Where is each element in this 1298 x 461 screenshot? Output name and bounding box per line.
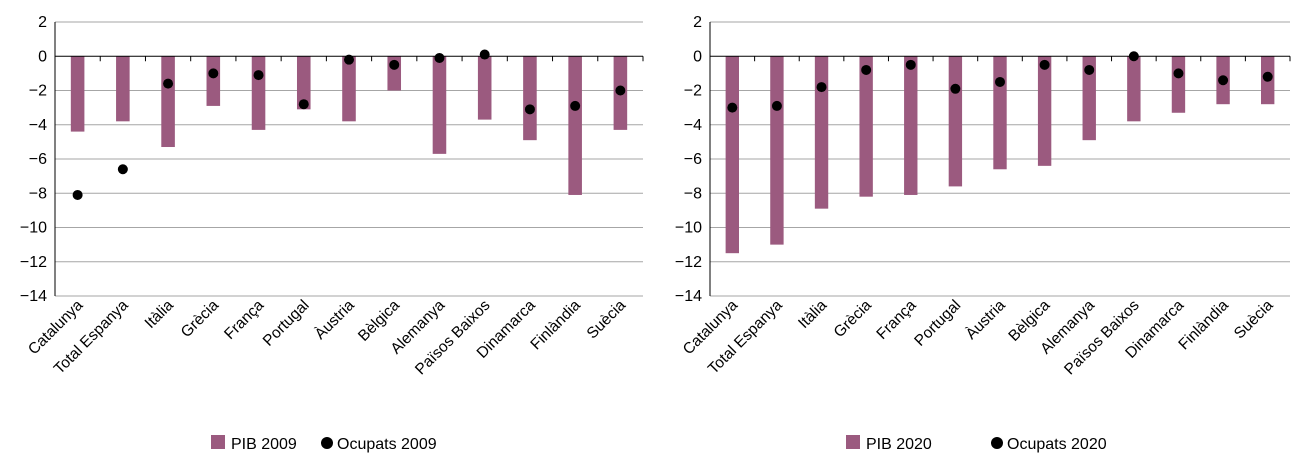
bar (432, 56, 447, 154)
dot (344, 54, 354, 65)
category-label: Portugal (260, 297, 313, 350)
bar (948, 56, 963, 187)
bar (116, 56, 130, 122)
bar (251, 56, 266, 130)
legend-swatch-bar (846, 435, 860, 449)
bar (814, 56, 829, 209)
legend-swatch-dot (991, 437, 1003, 449)
category-label: Portugal (911, 297, 964, 350)
y-tick-label: 0 (38, 48, 47, 65)
dot (1262, 71, 1273, 82)
category-label: Finlàndia (1175, 297, 1232, 354)
category-label: Suècia (1231, 297, 1277, 343)
legend-swatch-bar (211, 435, 225, 449)
category-label: Àustria (963, 297, 1009, 343)
y-tick-label: −4 (29, 117, 47, 134)
bar (1127, 56, 1141, 122)
y-tick-label: −8 (684, 185, 702, 202)
dot (1218, 75, 1229, 86)
y-tick-label: −12 (675, 254, 702, 271)
category-label: Àustria (312, 297, 358, 343)
category-label: Grècia (831, 297, 876, 342)
bar (904, 56, 918, 195)
dot (771, 100, 782, 111)
y-tick-label: −2 (684, 83, 702, 100)
y-tick-label: −6 (29, 151, 47, 168)
y-tick-label: 0 (693, 48, 702, 65)
dot (950, 83, 961, 94)
dot (995, 76, 1005, 87)
bar (161, 56, 175, 148)
category-label: Finlàndia (527, 297, 584, 354)
dot (163, 78, 174, 89)
dot (524, 104, 535, 115)
dot (816, 82, 827, 93)
dot (1173, 68, 1184, 79)
category-label: Suècia (584, 297, 630, 343)
dot (615, 85, 626, 96)
dot (72, 189, 83, 200)
dot (479, 49, 490, 60)
y-tick-label: −10 (675, 220, 702, 237)
y-tick-label: −2 (29, 83, 47, 100)
y-tick-label: −8 (29, 185, 47, 202)
bar (1037, 56, 1052, 166)
bar (342, 56, 356, 122)
legend-label-dot: Ocupats 2009 (337, 436, 437, 453)
legend-label-bar: PIB 2009 (231, 436, 297, 453)
dot (389, 59, 400, 70)
dot (434, 52, 445, 63)
y-tick-label: −14 (20, 288, 47, 305)
legend-label-dot: Ocupats 2020 (1007, 436, 1107, 453)
dot (905, 59, 916, 70)
dot (1128, 51, 1139, 62)
y-tick-label: −10 (20, 220, 47, 237)
dot (208, 68, 219, 79)
dot (117, 164, 128, 175)
dot (298, 99, 309, 110)
bar (993, 56, 1007, 170)
bar (770, 56, 784, 245)
dot (861, 64, 872, 75)
y-tick-label: −4 (684, 117, 702, 134)
y-tick-label: −14 (675, 288, 702, 305)
bar (70, 56, 85, 132)
y-tick-label: −6 (684, 151, 702, 168)
bar (1082, 56, 1096, 141)
category-label: Itàlia (795, 297, 830, 332)
y-tick-label: 2 (693, 14, 702, 31)
dot (1039, 59, 1050, 70)
y-tick-label: −12 (20, 254, 47, 271)
bar (477, 56, 492, 120)
category-label: Grècia (178, 297, 223, 342)
bar (206, 56, 221, 106)
bar (568, 56, 582, 195)
dot (727, 102, 738, 113)
dot (253, 70, 264, 81)
bar (1171, 56, 1186, 113)
y-tick-label: 2 (38, 14, 47, 31)
bar (859, 56, 873, 197)
dot (1084, 64, 1095, 75)
dot (570, 100, 581, 111)
bar (296, 56, 311, 110)
category-label: Itàlia (142, 297, 177, 332)
bar (523, 56, 537, 141)
legend-swatch-dot (321, 437, 333, 449)
legend-label-bar: PIB 2020 (866, 436, 932, 453)
bar (725, 56, 739, 254)
